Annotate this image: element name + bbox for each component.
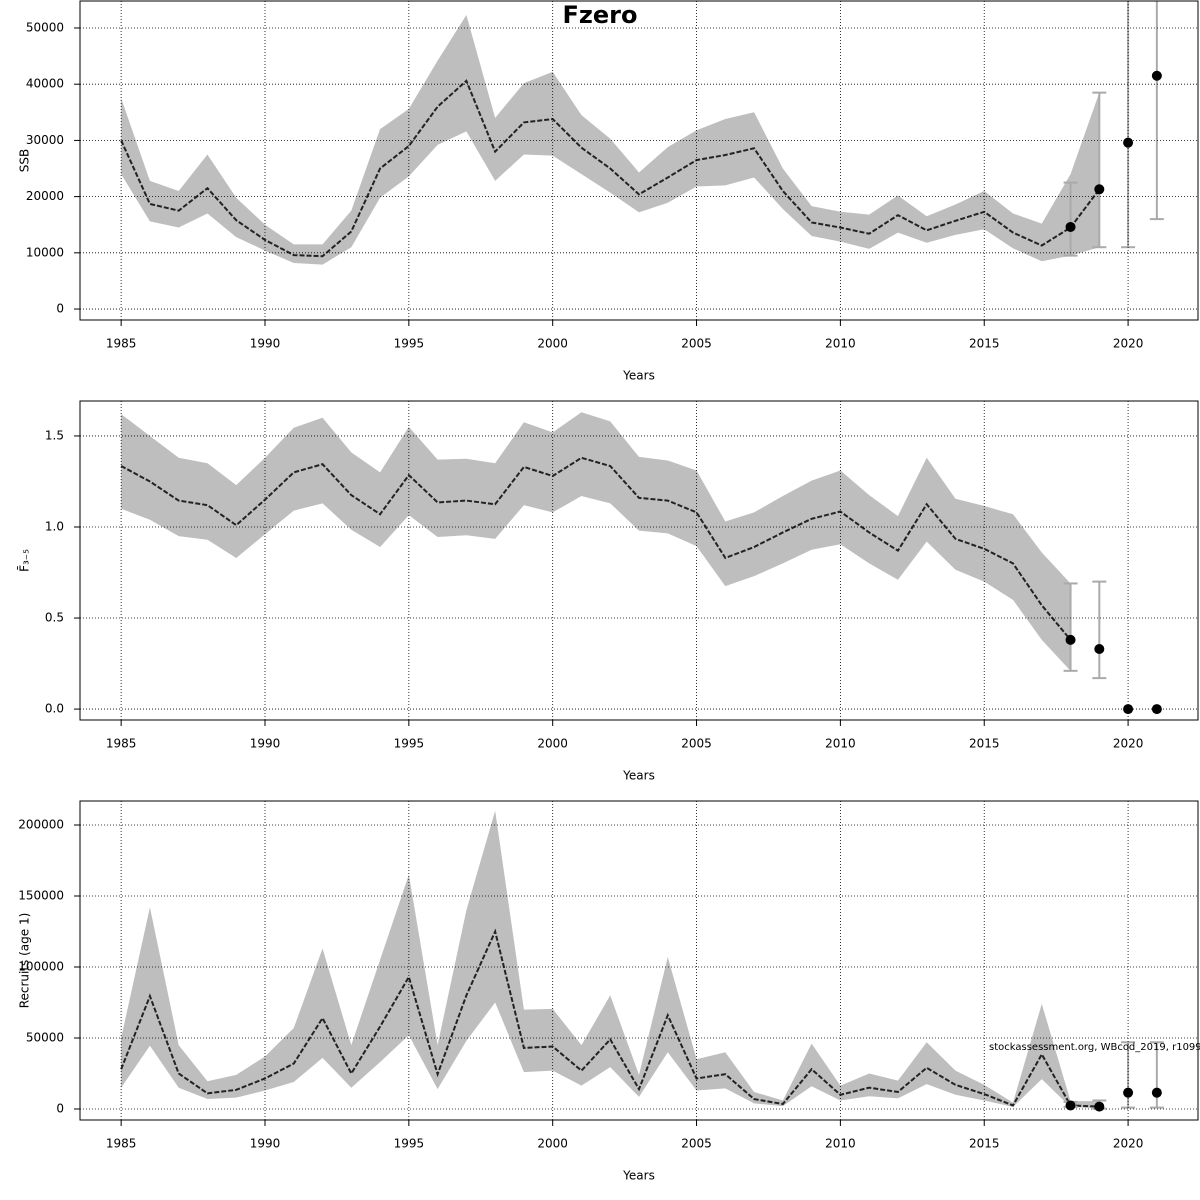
- estimate-line: [120, 456, 1072, 641]
- y-tick-label: 10000: [26, 245, 64, 259]
- x-tick-label: 1995: [394, 337, 425, 351]
- x-tick-label: 2020: [1113, 737, 1144, 751]
- y-tick-label: 200000: [18, 817, 64, 831]
- y-tick-label: 0: [56, 1101, 64, 1115]
- forecast-point: [1151, 704, 1162, 715]
- x-tick-label: 2000: [537, 737, 568, 751]
- confidence-band: [121, 15, 1100, 265]
- y-tick-label: 150000: [18, 888, 64, 902]
- x-tick-label: 2010: [825, 1137, 856, 1151]
- y-tick-label: 0: [56, 302, 64, 316]
- x-tick-label: 2020: [1113, 1137, 1144, 1151]
- forecast-point: [1094, 1101, 1105, 1112]
- x-tick-label: 2000: [537, 1137, 568, 1151]
- x-tick-label: 1985: [106, 737, 137, 751]
- estimate-line: [120, 79, 1101, 258]
- y-axis-label: F̄₃₋₅: [17, 549, 31, 572]
- x-tick-label: 1990: [250, 337, 281, 351]
- confidence-band: [121, 810, 1100, 1109]
- x-tick-label: 1990: [250, 1137, 281, 1151]
- forecast-point: [1094, 184, 1105, 195]
- y-tick-label: 30000: [26, 133, 64, 147]
- y-axis-label: SSB: [18, 149, 32, 172]
- x-tick-label: 2005: [681, 1137, 712, 1151]
- y-tick-label: 0.5: [45, 611, 64, 625]
- x-tick-label: 1985: [106, 1137, 137, 1151]
- x-tick-label: 2015: [969, 737, 1000, 751]
- x-tick-label: 2000: [537, 337, 568, 351]
- chart-title: Fzero: [563, 1, 638, 29]
- x-tick-label: 2015: [969, 1137, 1000, 1151]
- y-tick-label: 20000: [26, 189, 64, 203]
- forecast-point: [1151, 1087, 1162, 1098]
- x-axis-label: Years: [622, 369, 655, 383]
- y-tick-label: 1.0: [45, 519, 64, 533]
- x-tick-label: 2015: [969, 337, 1000, 351]
- y-tick-label: 50000: [26, 1030, 64, 1044]
- plot-area: [120, 412, 1162, 715]
- y-tick-label: 1.5: [45, 428, 64, 442]
- plot-area: [120, 810, 1164, 1112]
- x-tick-label: 1995: [394, 737, 425, 751]
- plot-frame: [79, 0, 1199, 321]
- x-axis-label: Years: [622, 1169, 655, 1183]
- x-tick-label: 1985: [106, 337, 137, 351]
- x-tick-label: 2010: [825, 737, 856, 751]
- confidence-band: [121, 412, 1071, 671]
- y-tick-label: 0.0: [45, 702, 64, 716]
- x-tick-label: 2005: [681, 737, 712, 751]
- x-tick-label: 2005: [681, 337, 712, 351]
- estimate-line: [120, 928, 1100, 1108]
- x-tick-label: 2020: [1113, 337, 1144, 351]
- forecast-point: [1065, 221, 1076, 232]
- plot-area: [120, 1, 1164, 265]
- forecast-point: [1065, 634, 1076, 645]
- plot-frame: [79, 400, 1199, 721]
- y-axis-label: Recruits (age 1): [18, 913, 32, 1009]
- forecast-point: [1151, 70, 1162, 81]
- y-tick-label: 40000: [26, 77, 64, 91]
- x-tick-label: 1995: [394, 1137, 425, 1151]
- forecast-point: [1094, 643, 1105, 654]
- x-tick-label: 1990: [250, 737, 281, 751]
- plot-frame: [79, 800, 1199, 1121]
- y-tick-label: 100000: [18, 959, 64, 973]
- x-tick-label: 2010: [825, 337, 856, 351]
- forecast-point: [1065, 1100, 1076, 1111]
- forecast-point: [1123, 704, 1134, 715]
- y-tick-label: 50000: [26, 20, 64, 34]
- x-axis-label: Years: [622, 769, 655, 783]
- annotation: stockassessment.org, WBcod_2019, r1099: [989, 1042, 1200, 1053]
